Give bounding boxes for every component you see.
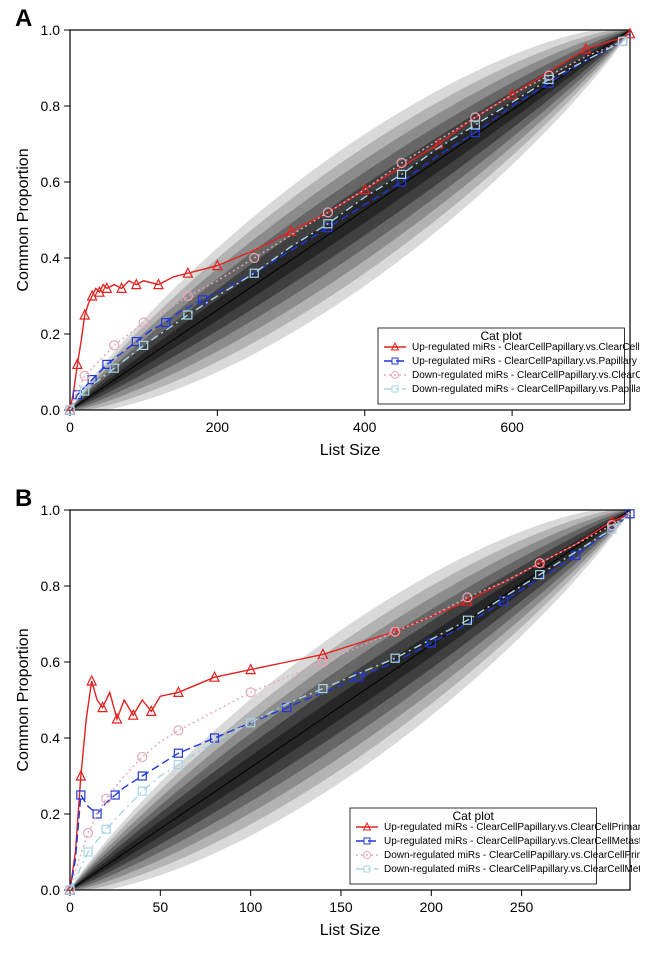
svg-text:0.0: 0.0 bbox=[41, 882, 61, 898]
svg-text:0.0: 0.0 bbox=[41, 402, 61, 418]
svg-text:0.6: 0.6 bbox=[41, 174, 61, 190]
svg-text:Cat plot: Cat plot bbox=[453, 809, 495, 823]
svg-text:200: 200 bbox=[420, 899, 444, 915]
svg-text:600: 600 bbox=[500, 419, 524, 435]
svg-text:50: 50 bbox=[153, 899, 169, 915]
svg-text:Common Proportion: Common Proportion bbox=[15, 148, 32, 291]
svg-text:0: 0 bbox=[66, 899, 74, 915]
panel-a: A 02004006000.00.20.40.60.81.0List SizeC… bbox=[10, 10, 639, 470]
svg-text:0.6: 0.6 bbox=[41, 654, 61, 670]
svg-text:400: 400 bbox=[353, 419, 377, 435]
svg-text:0.4: 0.4 bbox=[41, 730, 61, 746]
svg-text:Common Proportion: Common Proportion bbox=[15, 628, 32, 771]
svg-text:List Size: List Size bbox=[320, 442, 381, 459]
panel-b: B 0501001502002500.00.20.40.60.81.0List … bbox=[10, 490, 639, 950]
svg-text:250: 250 bbox=[510, 899, 534, 915]
svg-text:Down-regulated miRs - ClearCel: Down-regulated miRs - ClearCellPapillary… bbox=[384, 864, 640, 875]
svg-text:1.0: 1.0 bbox=[41, 502, 61, 518]
svg-text:Up-regulated miRs - ClearCel: Up-regulated miRs - ClearCellPapillary.v… bbox=[384, 836, 640, 847]
svg-text:0.4: 0.4 bbox=[41, 250, 61, 266]
panel-a-label: A bbox=[15, 5, 32, 33]
svg-text:0.8: 0.8 bbox=[41, 98, 61, 114]
chart-b: 0 50 100 150 200 250 0.0 0.2 0.4 0.6 0.8 1.0 List Si… bbox=[10, 490, 640, 950]
svg-text:0.2: 0.2 bbox=[41, 326, 61, 342]
svg-text:0: 0 bbox=[66, 419, 74, 435]
svg-text:0.8: 0.8 bbox=[41, 578, 61, 594]
svg-text:1.0: 1.0 bbox=[41, 22, 61, 38]
svg-text:100: 100 bbox=[239, 899, 263, 915]
svg-text:Up-regulated miRs - ClearCel: Up-regulated miRs - ClearCellPapillary.v… bbox=[412, 356, 637, 367]
svg-text:Down-regulated miRs - ClearCel: Down-regulated miRs - ClearCellPapillary… bbox=[384, 850, 640, 861]
svg-text:Up-regulated miRs - ClearCel: Up-regulated miRs - ClearCellPapillary.v… bbox=[412, 342, 640, 353]
svg-text:Down-regulated miRs - ClearCel: Down-regulated miRs - ClearCellPapillary… bbox=[412, 370, 640, 381]
chart-a: 0 200 400 600 0.0 0.2 0.4 0.6 0.8 1.0 List Size Com… bbox=[10, 10, 640, 470]
panel-b-label: B bbox=[15, 485, 32, 513]
svg-text:Down-regulated miRs - ClearCel: Down-regulated miRs - ClearCellPapillary… bbox=[412, 384, 640, 395]
svg-text:List Size: List Size bbox=[320, 922, 381, 939]
svg-text:0.2: 0.2 bbox=[41, 806, 61, 822]
svg-text:150: 150 bbox=[329, 899, 353, 915]
svg-text:Up-regulated miRs - ClearCel: Up-regulated miRs - ClearCellPapillary.v… bbox=[384, 822, 640, 833]
svg-text:Cat plot: Cat plot bbox=[481, 329, 523, 343]
figure-container: A 02004006000.00.20.40.60.81.0List SizeC… bbox=[10, 10, 639, 950]
svg-text:200: 200 bbox=[206, 419, 230, 435]
